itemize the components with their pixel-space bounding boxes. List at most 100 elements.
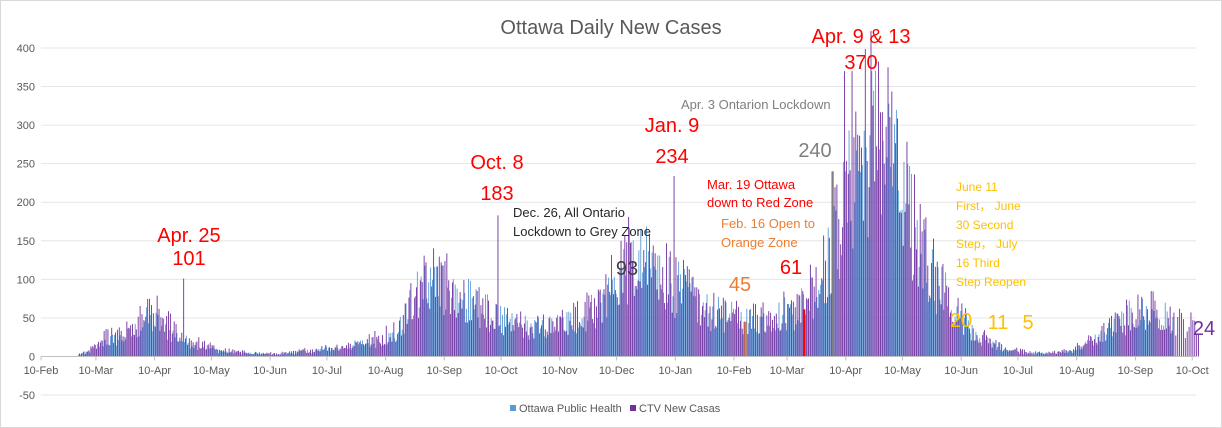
bar-ctv-new-casas [914, 174, 915, 357]
bar-ctv-new-casas [366, 339, 368, 357]
bar-ctv-new-casas [285, 351, 287, 357]
bar-ctv-new-casas [264, 353, 266, 357]
bar-ctv-new-casas [522, 327, 524, 357]
bar-ottawa-public-health [390, 333, 392, 357]
bar-ottawa-public-health [1066, 350, 1068, 357]
bar-ctv-new-casas [732, 312, 734, 357]
bar-ottawa-public-health [759, 316, 761, 357]
bar-ottawa-public-health [1003, 349, 1005, 357]
bar-ctv-new-casas [1129, 330, 1131, 357]
x-tick-label: 10-Jun [944, 365, 978, 377]
bar-ctv-new-casas [991, 347, 993, 357]
bar-ctv-new-casas [1145, 329, 1146, 357]
bar-ctv-new-casas [580, 326, 582, 357]
bar-ctv-new-casas [558, 331, 560, 357]
bar-ottawa-public-health [505, 314, 507, 357]
bar-ctv-new-casas [484, 318, 486, 357]
bar-ctv-new-casas [1016, 347, 1018, 357]
bar-ctv-new-casas [463, 280, 465, 357]
bar-ottawa-public-health [727, 320, 729, 357]
bar-ctv-new-casas [951, 321, 953, 357]
bar-ctv-new-casas [844, 71, 845, 357]
x-tick-label: 10-Mar [78, 365, 113, 377]
bar-ottawa-public-health [272, 353, 274, 357]
bar-ottawa-public-health [1075, 350, 1077, 357]
bar-ottawa-public-health [788, 304, 789, 357]
bar-ctv-new-casas [368, 334, 370, 357]
bar-ctv-new-casas [542, 314, 544, 357]
bar-ctv-new-casas [346, 345, 347, 357]
bar-ctv-new-casas [323, 349, 325, 357]
bar-ctv-new-casas [321, 346, 323, 357]
bar-ctv-new-casas [493, 328, 495, 357]
y-tick-label: 150 [17, 236, 35, 248]
bar-ctv-new-casas [556, 317, 558, 357]
bar-ctv-new-casas [505, 326, 506, 357]
bar-ottawa-public-health [1157, 317, 1159, 357]
bar-ctv-new-casas [830, 293, 832, 357]
bar-ctv-new-casas [813, 286, 815, 357]
bar-ottawa-public-health [108, 344, 110, 357]
bar-ottawa-public-health [846, 222, 848, 357]
bar-ottawa-public-health [415, 296, 416, 357]
legend-swatch-ctv-new-casas [630, 405, 636, 411]
bar-ottawa-public-health [257, 353, 259, 357]
bar-ottawa-public-health [295, 353, 297, 357]
bar-ottawa-public-health [822, 280, 823, 357]
bar-ottawa-public-health [1015, 349, 1017, 357]
bar-ctv-new-casas [512, 325, 514, 357]
bar-ottawa-public-health [594, 328, 596, 357]
bar-ctv-new-casas [1156, 309, 1158, 357]
bar-ctv-new-casas [828, 237, 830, 357]
bar-ctv-new-casas [391, 341, 393, 357]
bar-ctv-new-casas [533, 338, 535, 357]
bar-ctv-new-casas [825, 260, 826, 357]
bar-ottawa-public-health [746, 308, 748, 357]
bar-ctv-new-casas [433, 248, 435, 357]
bar-ctv-new-casas [601, 322, 603, 357]
bar-ctv-new-casas [130, 325, 132, 357]
bar-ottawa-public-health [888, 103, 890, 357]
bar-ottawa-public-health [1102, 342, 1104, 357]
bar-ottawa-public-health [148, 323, 149, 357]
bar-ottawa-public-health [278, 354, 280, 357]
bar-ottawa-public-health [894, 124, 895, 357]
x-tick-label: 10-Nov [542, 365, 578, 377]
bar-ottawa-public-health [471, 297, 473, 357]
bar-ottawa-public-health [214, 348, 216, 357]
bar-ctv-new-casas [560, 316, 561, 357]
bar-ctv-new-casas [567, 334, 569, 357]
bar-ottawa-public-health [791, 314, 793, 357]
bar-ottawa-public-health [610, 295, 611, 357]
bar-ottawa-public-health [123, 341, 125, 357]
bar-ottawa-public-health [411, 319, 413, 357]
bar-ctv-new-casas [968, 328, 970, 357]
bar-ottawa-public-health [515, 317, 517, 357]
bar-ctv-new-casas [1126, 299, 1128, 357]
bar-ottawa-public-health [890, 166, 892, 357]
bar-ottawa-public-health [912, 274, 914, 357]
bar-ottawa-public-health [1119, 318, 1121, 357]
bar-ctv-new-casas [99, 342, 101, 357]
bar-ottawa-public-health [79, 354, 81, 357]
bar-ottawa-public-health [204, 349, 206, 357]
bar-ctv-new-casas [950, 312, 951, 357]
bar-ctv-new-casas [957, 297, 959, 357]
bar-ctv-new-casas [806, 298, 808, 357]
bar-ottawa-public-health [717, 296, 719, 357]
bar-ctv-new-casas [630, 243, 631, 357]
bar-ottawa-public-health [466, 308, 468, 357]
bar-ctv-new-casas [876, 146, 878, 357]
bar-ctv-new-casas [211, 344, 213, 357]
bar-ottawa-public-health [852, 248, 854, 357]
bar-ctv-new-casas [802, 291, 804, 357]
bar-ottawa-public-health [776, 323, 778, 357]
bar-ottawa-public-health [1140, 319, 1142, 357]
bar-ottawa-public-health [742, 334, 744, 357]
bar-ottawa-public-health [647, 251, 649, 357]
bar-ctv-new-casas [770, 312, 772, 357]
bar-ottawa-public-health [437, 296, 439, 357]
bar-ctv-new-casas [438, 256, 440, 357]
bar-ctv-new-casas [171, 333, 173, 357]
